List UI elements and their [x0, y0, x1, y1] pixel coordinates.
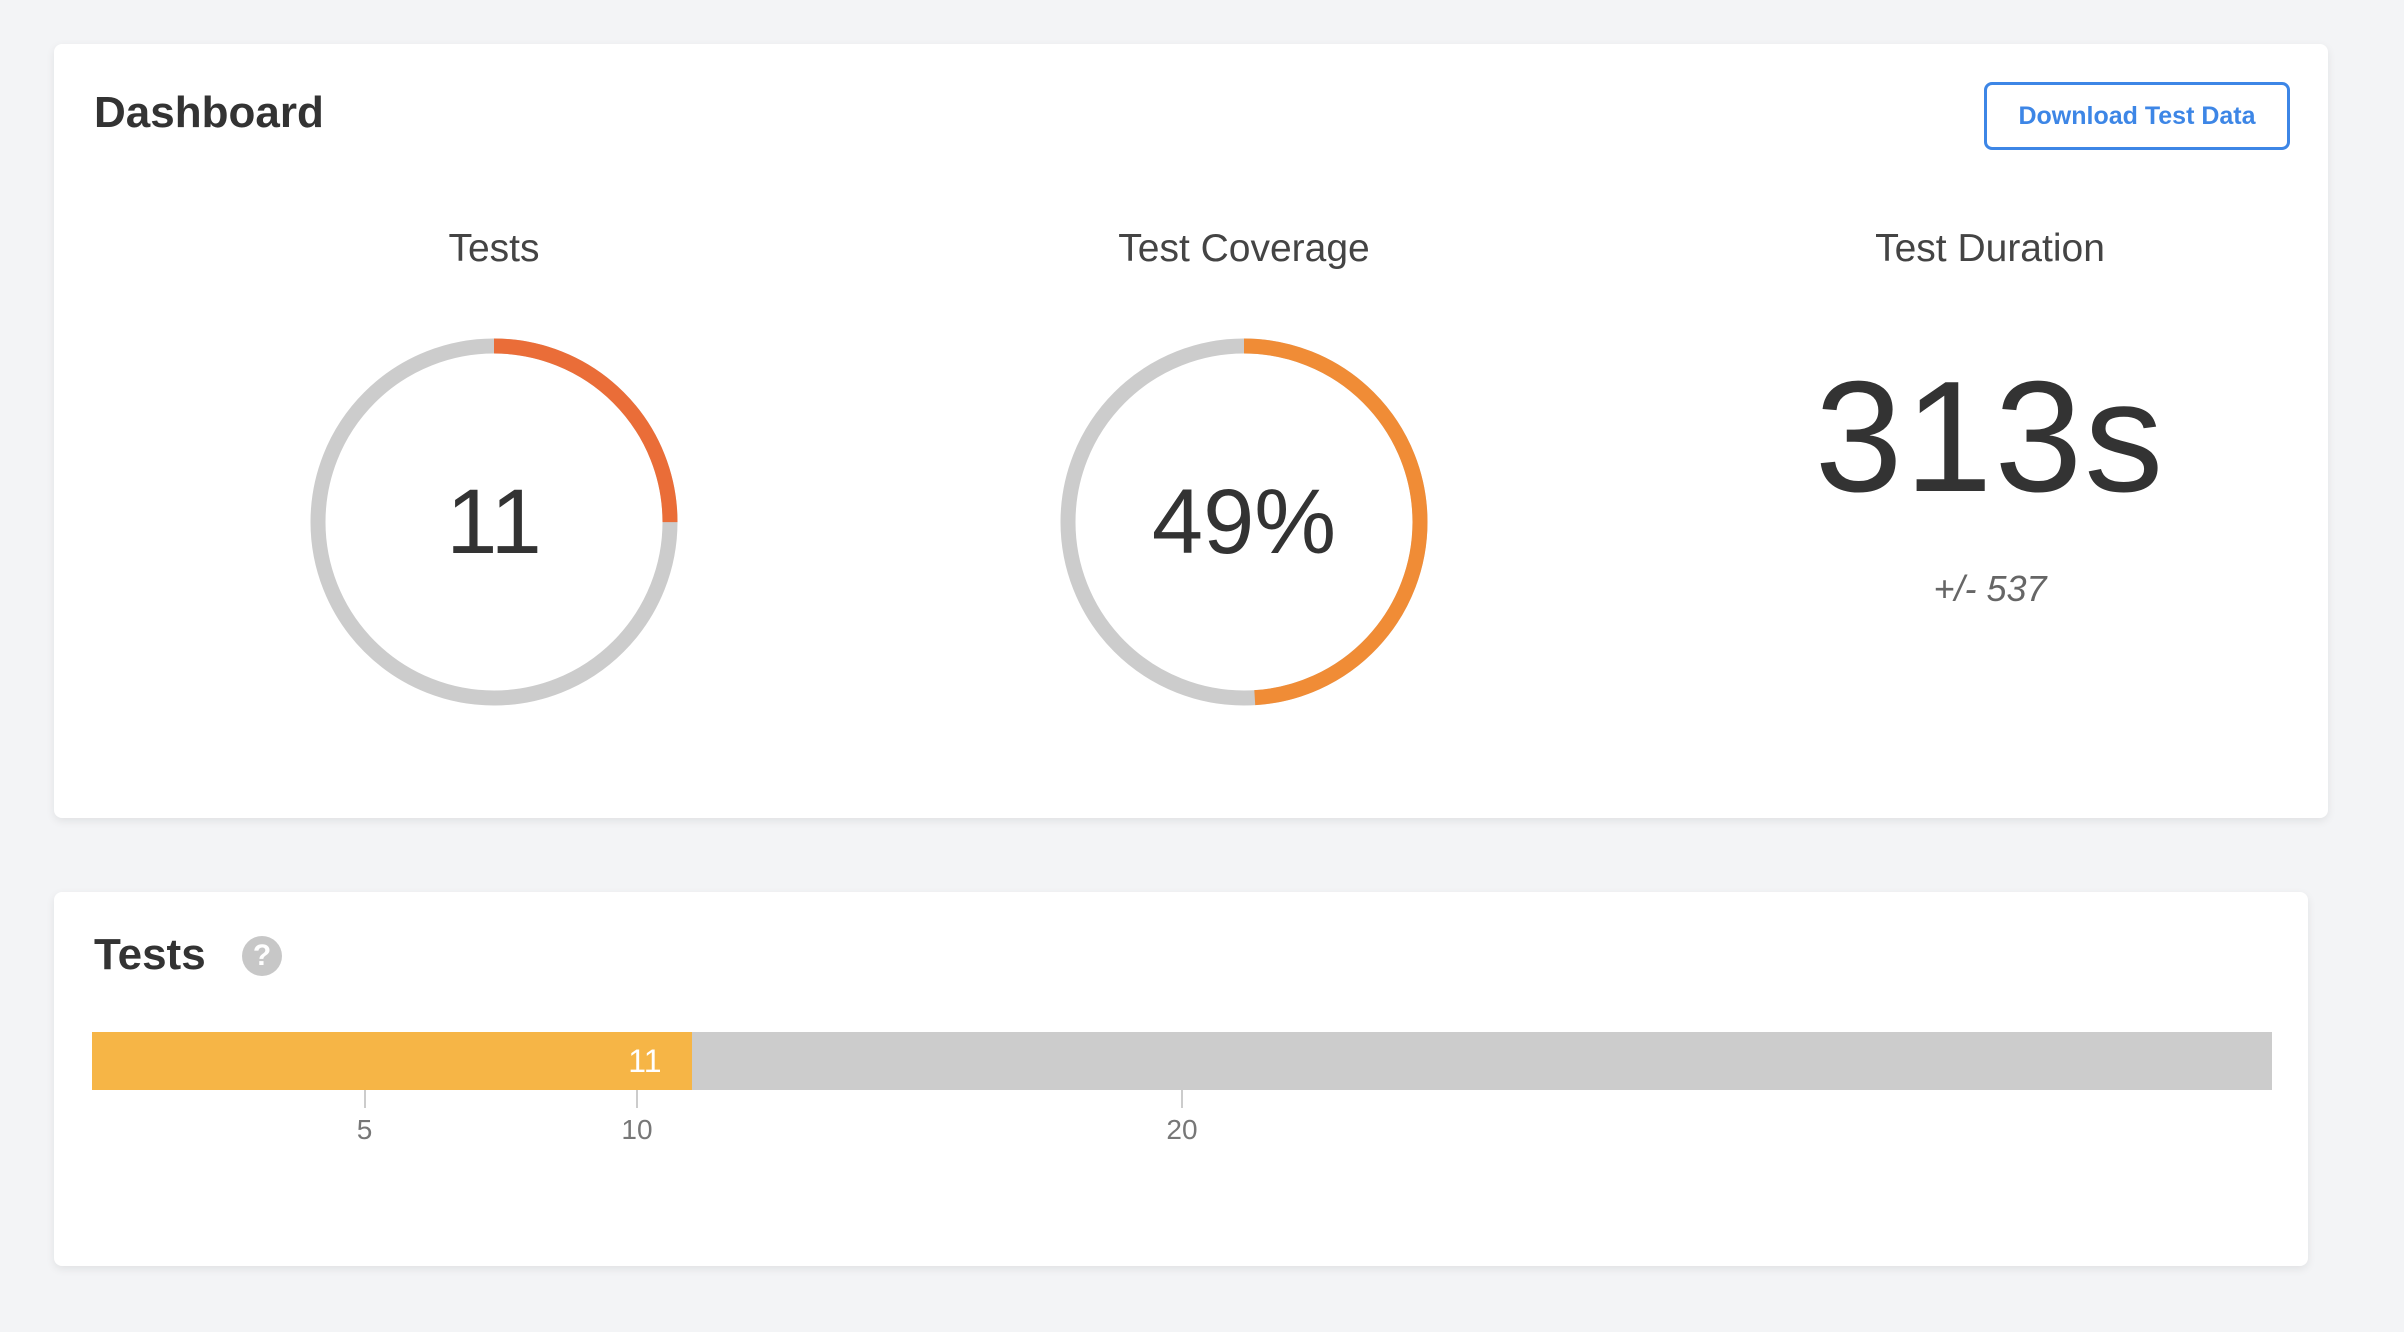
question-circle-icon[interactable]: ?: [242, 936, 282, 976]
coverage-value: 49%: [1151, 471, 1337, 573]
tests-progress-label: 11: [628, 1043, 662, 1079]
tests-progress-bar: 11: [92, 1032, 2272, 1090]
axis-tick-label: 5: [356, 1114, 373, 1145]
axis-tick-line: [636, 1090, 638, 1108]
duration-metric: Test Duration 313s +/- 537: [1730, 224, 2250, 610]
tests-value: 11: [446, 471, 542, 573]
dashboard-title: Dashboard: [94, 88, 324, 137]
dashboard-card: Dashboard Download Test Data Tests 11 Te…: [54, 44, 2328, 818]
coverage-metric: Test Coverage 49%: [984, 224, 1504, 712]
axis-tick-line: [1181, 1090, 1183, 1108]
coverage-metric-label: Test Coverage: [1118, 227, 1370, 270]
tests-gauge: 11: [304, 332, 684, 712]
axis-tick-line: [363, 1090, 366, 1108]
tests-card: Tests ? 11 5 10 20: [54, 892, 2308, 1266]
axis-tick-label: 10: [621, 1114, 653, 1145]
tests-title: Tests: [94, 930, 206, 979]
axis-tick-label: 20: [1166, 1114, 1198, 1145]
tests-metric-label: Tests: [448, 227, 540, 270]
duration-deviation: +/- 537: [1933, 568, 2047, 609]
tests-gauge-arc: [310, 338, 678, 706]
coverage-gauge-ring: [1060, 338, 1428, 706]
download-test-data-button[interactable]: Download Test Data: [1984, 82, 2290, 150]
coverage-gauge-arc: [1060, 338, 1428, 706]
duration-value: 313s: [1814, 349, 2166, 525]
tests-metric: Tests 11: [234, 224, 754, 712]
coverage-gauge: 49%: [1054, 332, 1434, 712]
tests-progress-fill: 11: [92, 1032, 692, 1090]
duration-metric-label: Test Duration: [1875, 227, 2105, 270]
tests-gauge-ring: [310, 338, 678, 706]
